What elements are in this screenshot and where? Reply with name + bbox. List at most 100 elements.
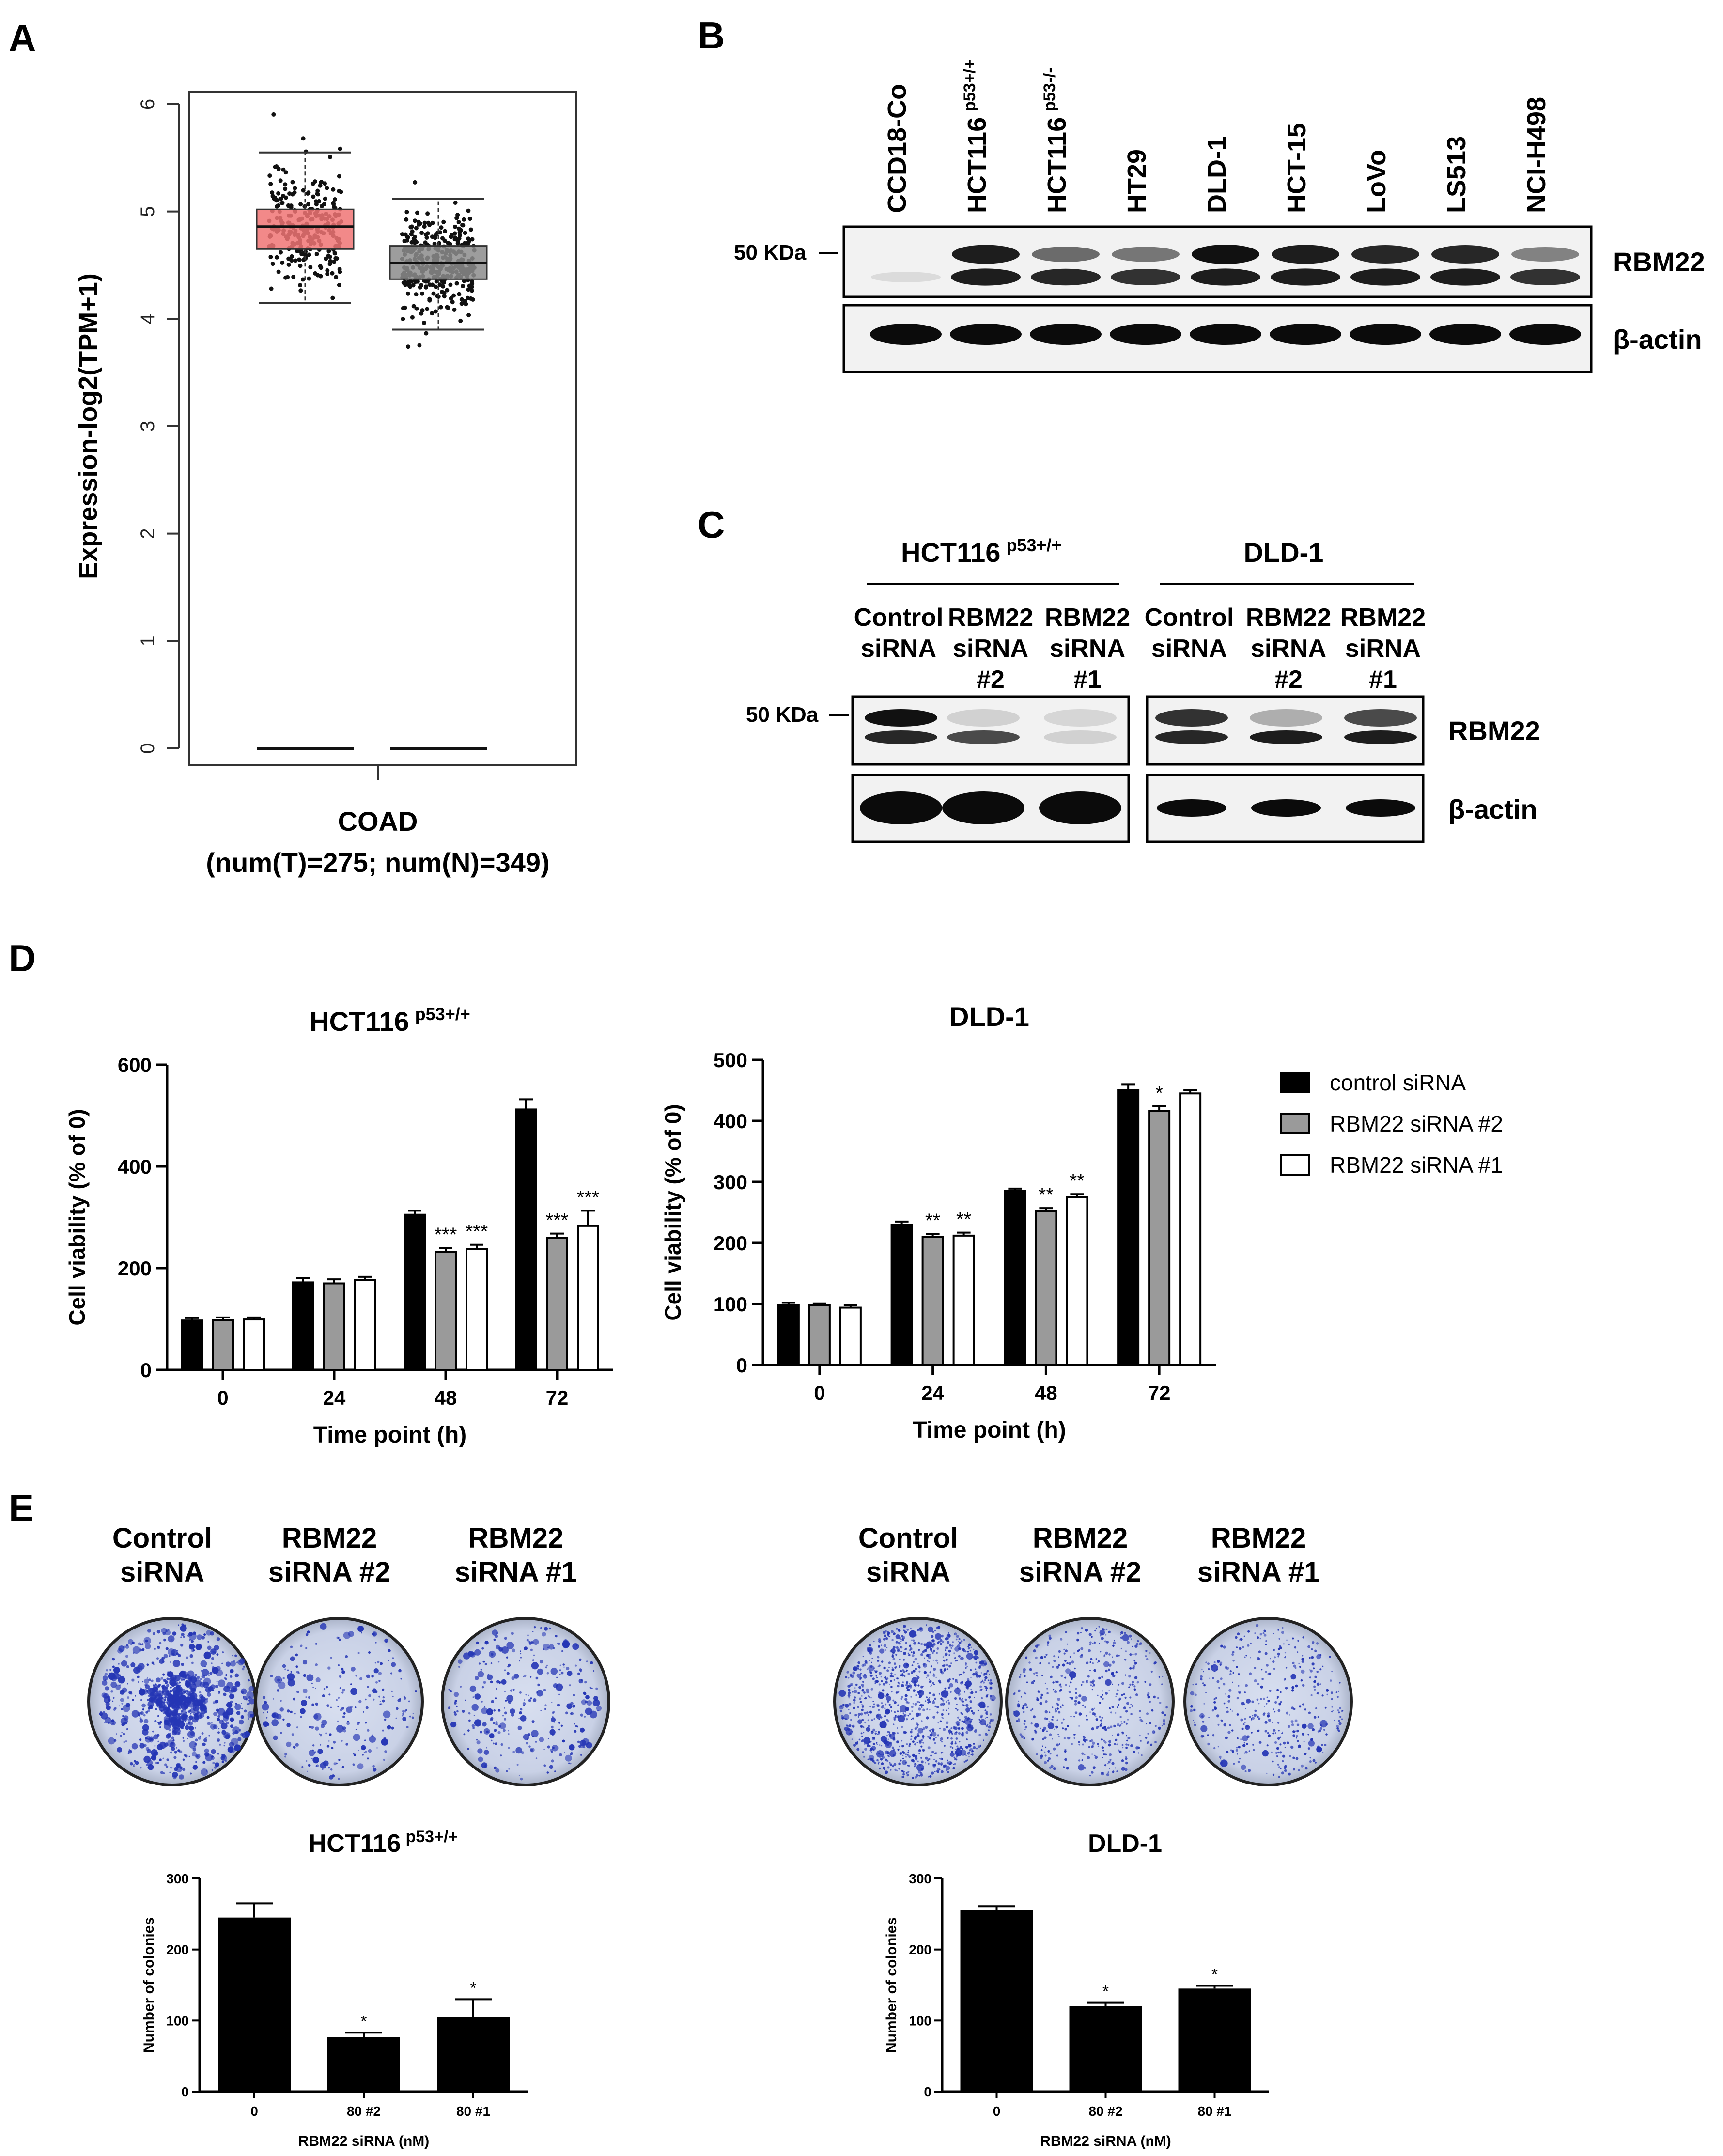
d2-x-tick-label: 0 <box>814 1381 825 1404</box>
e2-bar-2 <box>1178 1988 1251 2092</box>
panel-b-actin-band <box>1110 324 1181 345</box>
panel-b-rbm22-band-lower <box>1111 269 1180 285</box>
panel-c-hct116-rbm22-blot <box>851 695 1130 766</box>
d2-y-tick-label: 300 <box>714 1171 747 1194</box>
d1-bar-0-2 <box>404 1213 426 1371</box>
panel-a-point <box>466 236 471 241</box>
d1-bar-0-3 <box>515 1108 537 1371</box>
e1-y-tick-label: 100 <box>166 2013 189 2028</box>
panel-a-y-tick-label: 5 <box>137 206 158 217</box>
d2-bar-0-1 <box>890 1224 913 1366</box>
panel-a-point <box>439 225 444 230</box>
panel-e-dld1-chart: DLD-1 0 100 200 300 Number of colonies RBM22 s… <box>884 1830 1269 2149</box>
d2-bar-0-2 <box>1004 1190 1026 1366</box>
panel-c-lane-label: siRNA <box>953 635 1028 663</box>
panel-a-point <box>322 202 326 206</box>
panel-a-point <box>456 226 461 231</box>
panel-a-point <box>314 251 319 256</box>
panel-b-lane-label: HT29 <box>1122 149 1151 213</box>
panel-a-point <box>424 331 429 336</box>
panel-a-point <box>457 292 462 296</box>
e1-y-label: Number of colonies <box>141 1917 157 2053</box>
panel-a-point <box>468 227 473 232</box>
panel-a-y-axis-label: Expression-log2(TPM+1) <box>74 273 103 579</box>
panel-a-point <box>291 275 296 279</box>
d1-bar-1-3 <box>546 1237 568 1371</box>
panel-b-rbm22-band-lower <box>1271 268 1340 286</box>
panel-label-b: B <box>698 14 725 57</box>
panel-a-point <box>466 287 471 292</box>
panel-c-rbm22-band-upper <box>1344 709 1417 727</box>
panel-a-point <box>279 250 283 255</box>
panel-a-point <box>425 211 430 216</box>
panel-label-a: A <box>9 16 36 59</box>
panel-a-point <box>403 305 407 310</box>
panel-a-point <box>409 232 414 237</box>
panel-c-group-dld1: DLD-1 <box>1244 537 1324 568</box>
panel-b-marker-label: 50 KDa <box>734 241 807 264</box>
panel-a-point <box>425 307 430 311</box>
panel-a-point <box>435 230 440 235</box>
panel-b-rbm22-band-upper <box>1272 245 1339 264</box>
e2-significance: * <box>1211 1965 1218 1984</box>
panel-a-boxplot: 0 1 2 3 4 5 6 Expression-log2(TPM+1) COAD (num… <box>74 91 577 878</box>
panel-b-rbm22-band-upper <box>1351 245 1419 264</box>
panel-a-point <box>274 255 279 260</box>
panel-a-point <box>271 112 276 117</box>
panel-c-actin-label: β-actin <box>1448 794 1537 824</box>
panel-b-lane-label: NCI-H498 <box>1522 97 1551 213</box>
panel-a-point <box>414 226 419 231</box>
panel-a-point <box>331 202 336 206</box>
panel-d-legend-label-1: RBM22 siRNA #2 <box>1330 1111 1503 1136</box>
e2-title: DLD-1 <box>1088 1830 1162 1858</box>
panel-a-point <box>287 191 292 196</box>
panel-a-point <box>454 281 459 286</box>
panel-a-point <box>269 286 274 291</box>
panel-c-rbm22-band-lower <box>1155 730 1228 744</box>
panel-a-point <box>330 295 335 300</box>
panel-a-point <box>276 191 281 196</box>
panel-c-lane-label: RBM22 <box>1340 604 1426 632</box>
d1-bar-1-0 <box>212 1319 234 1371</box>
d2-y-tick-label: 100 <box>714 1293 747 1316</box>
panel-a-point <box>307 252 311 257</box>
panel-a-point <box>297 257 302 262</box>
panel-d-dld1-chart: DLD-1 0 100 200 300 400 500 Cell viability (% o… <box>660 1001 1216 1443</box>
panel-e-plate-label: siRNA #2 <box>268 1556 391 1588</box>
d1-bar-2-2 <box>466 1248 488 1371</box>
panel-a-y-tick-label: 2 <box>137 528 158 539</box>
e1-title: HCT116 p53+/+ <box>309 1828 458 1858</box>
panel-a-point <box>306 202 310 207</box>
d1-y-tick-label: 0 <box>140 1359 152 1381</box>
panel-a-point <box>300 277 305 282</box>
panel-e-plate-label: RBM22 <box>1033 1522 1128 1554</box>
panel-a-point <box>331 187 336 192</box>
panel-a-point <box>335 256 340 261</box>
d2-y-tick-label: 400 <box>714 1110 747 1132</box>
panel-c-lane-label: RBM22 <box>948 604 1033 632</box>
panel-c-actin-band <box>1157 799 1226 817</box>
panel-a-point <box>316 192 320 197</box>
panel-c-lane-label: RBM22 <box>1246 604 1331 632</box>
panel-a-point <box>276 269 281 274</box>
panel-a-point <box>445 288 450 293</box>
panel-c-rbm22-label: RBM22 <box>1448 715 1540 746</box>
panel-e-plate-label: siRNA <box>866 1556 950 1588</box>
panel-a-point <box>451 293 456 298</box>
panel-c-lane-label: #1 <box>1369 666 1397 694</box>
panel-a-point <box>459 297 464 302</box>
panel-a-point <box>283 186 288 191</box>
e1-y-tick-label: 300 <box>166 1871 189 1886</box>
panel-a-point <box>414 240 419 245</box>
panel-d-legend-label-0: control siRNA <box>1330 1070 1466 1095</box>
panel-a-point <box>327 262 332 266</box>
panel-c-lane-label: RBM22 <box>1045 604 1130 632</box>
panel-a-point <box>312 179 317 184</box>
panel-b-lane-label: HCT116p53+/+ <box>961 59 992 213</box>
panel-a-point <box>307 276 311 281</box>
panel-a-point <box>311 194 316 199</box>
e2-y-tick-label: 300 <box>909 1871 931 1886</box>
panel-c-lane-label: siRNA <box>1151 635 1227 663</box>
panel-b-rbm22-band-upper <box>1192 245 1259 264</box>
e1-y-tick-label: 200 <box>166 1942 189 1957</box>
